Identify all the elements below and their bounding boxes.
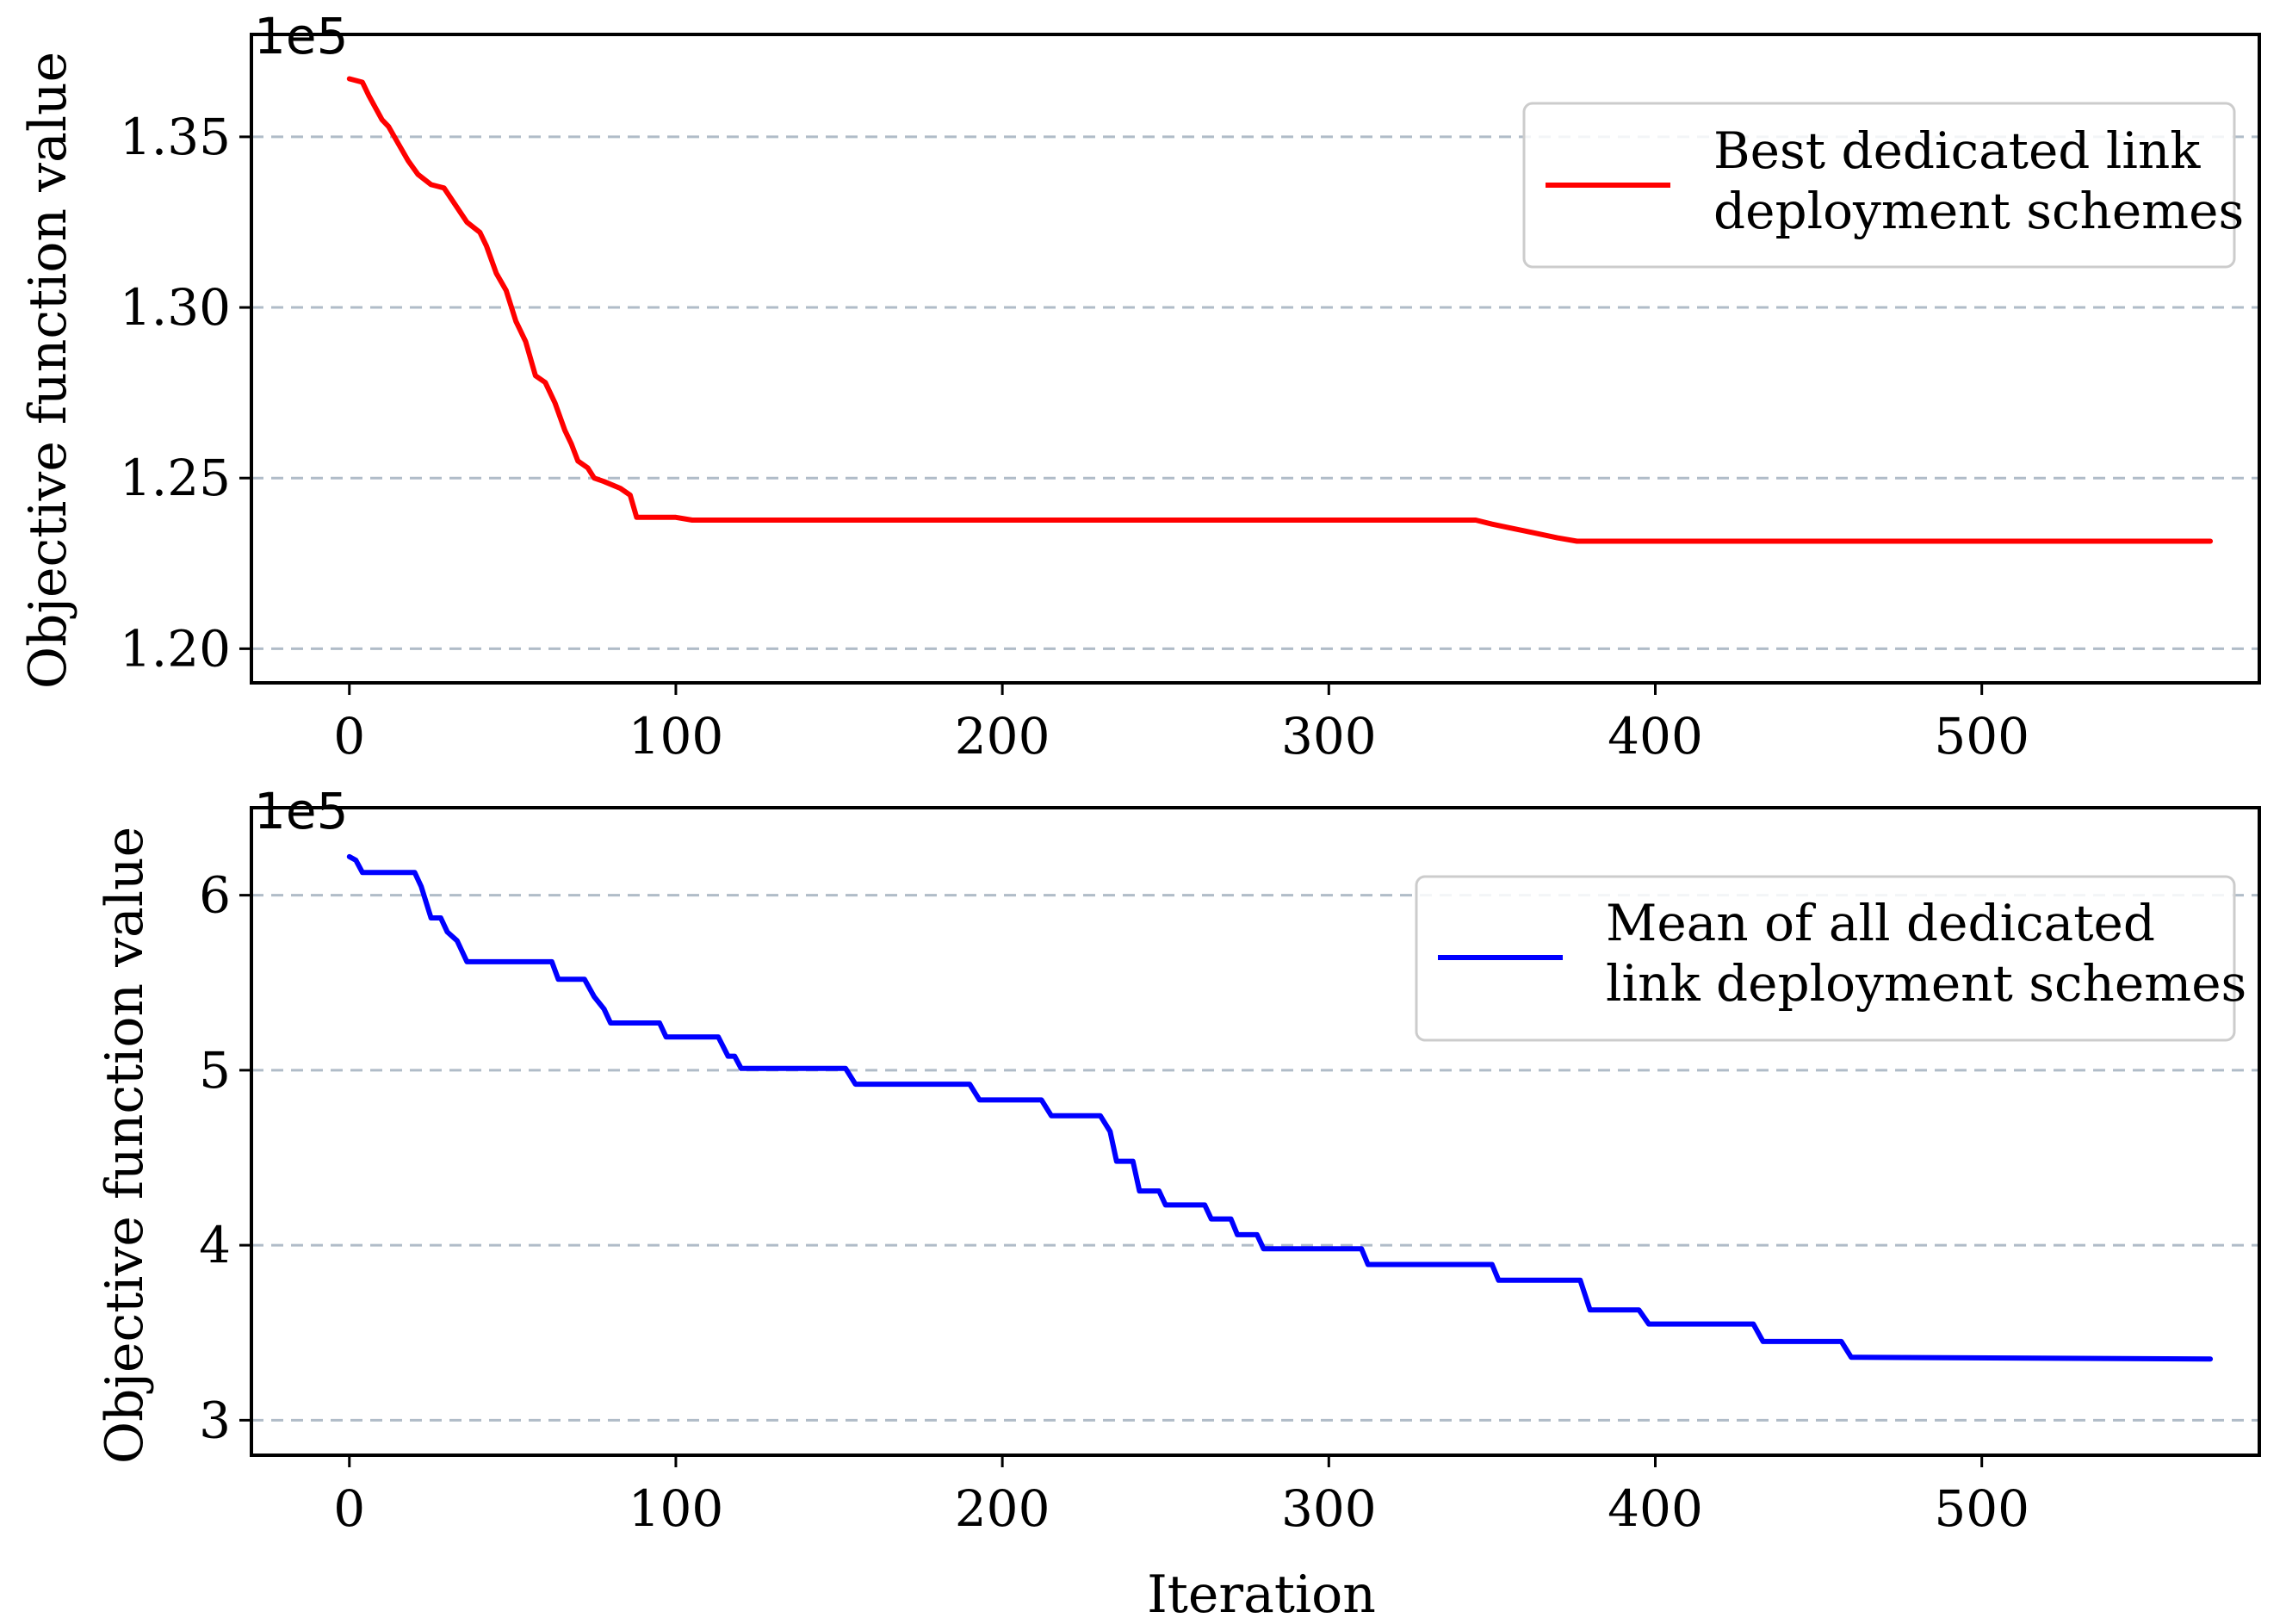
top-offset-label: 1e5 (254, 7, 349, 65)
bottom-y-axis-label: Objective function value (95, 827, 155, 1464)
top-legend-line-2: deployment schemes (1713, 182, 2244, 240)
top-ytick-label-3: 1.35 (120, 108, 231, 166)
bottom-axes-frame (250, 806, 2261, 1457)
top-legend: Best dedicated link deployment schemes (1522, 102, 2244, 269)
top-ytick-label-1: 1.25 (120, 449, 231, 507)
bottom-legend-line-1: Mean of all dedicated (1606, 894, 2155, 952)
bottom-legend-box (1415, 875, 2236, 1042)
top-xtick-label-5: 500 (1934, 707, 2029, 766)
bottom-ticks: 3 4 5 6 0 100 200 300 400 500 (199, 866, 2029, 1538)
top-subplot: 1.20 1.25 1.30 1.35 0 100 200 300 400 500 1e5 Obj… (18, 7, 2261, 766)
bottom-ytick-label-1: 4 (199, 1216, 231, 1274)
bottom-ytick-label-3: 6 (199, 866, 231, 925)
top-xtick-label-0: 0 (333, 707, 365, 766)
bottom-x-axis-label: Iteration (1147, 1565, 1376, 1624)
bottom-xtick-label-1: 100 (629, 1479, 724, 1538)
top-xtick-label-2: 200 (955, 707, 1050, 766)
bottom-ytick-label-0: 3 (199, 1391, 231, 1449)
bottom-xtick-label-2: 200 (955, 1479, 1050, 1538)
bottom-xtick-label-0: 0 (333, 1479, 365, 1538)
bottom-series-layer (346, 853, 2214, 1362)
bottom-xtick-label-3: 300 (1281, 1479, 1377, 1538)
bottom-xtick-label-5: 500 (1934, 1479, 2029, 1538)
bottom-subplot: 3 4 5 6 0 100 200 300 400 500 1e5 Objective funct… (95, 782, 2261, 1624)
bottom-xtick-label-4: 400 (1608, 1479, 1703, 1538)
bottom-series-line-0 (346, 853, 2214, 1362)
top-xtick-label-3: 300 (1281, 707, 1377, 766)
bottom-legend-line-2: link deployment schemes (1606, 954, 2246, 1013)
bottom-ytick-label-2: 5 (199, 1041, 231, 1100)
top-legend-line-1: Best dedicated link (1713, 121, 2201, 180)
top-xtick-label-1: 100 (629, 707, 724, 766)
top-ytick-label-0: 1.20 (120, 619, 231, 678)
bottom-legend: Mean of all dedicated link deployment sc… (1415, 875, 2246, 1042)
top-axes-frame (250, 33, 2261, 685)
top-series-line-0 (346, 76, 2214, 544)
top-series-layer (346, 76, 2214, 544)
bottom-offset-label: 1e5 (254, 782, 349, 840)
top-legend-box (1522, 102, 2236, 269)
top-ytick-label-2: 1.30 (120, 278, 231, 337)
top-xtick-label-4: 400 (1608, 707, 1703, 766)
top-ticks: 1.20 1.25 1.30 1.35 0 100 200 300 400 500 (120, 108, 2029, 766)
top-y-axis-label: Objective function value (18, 52, 78, 689)
